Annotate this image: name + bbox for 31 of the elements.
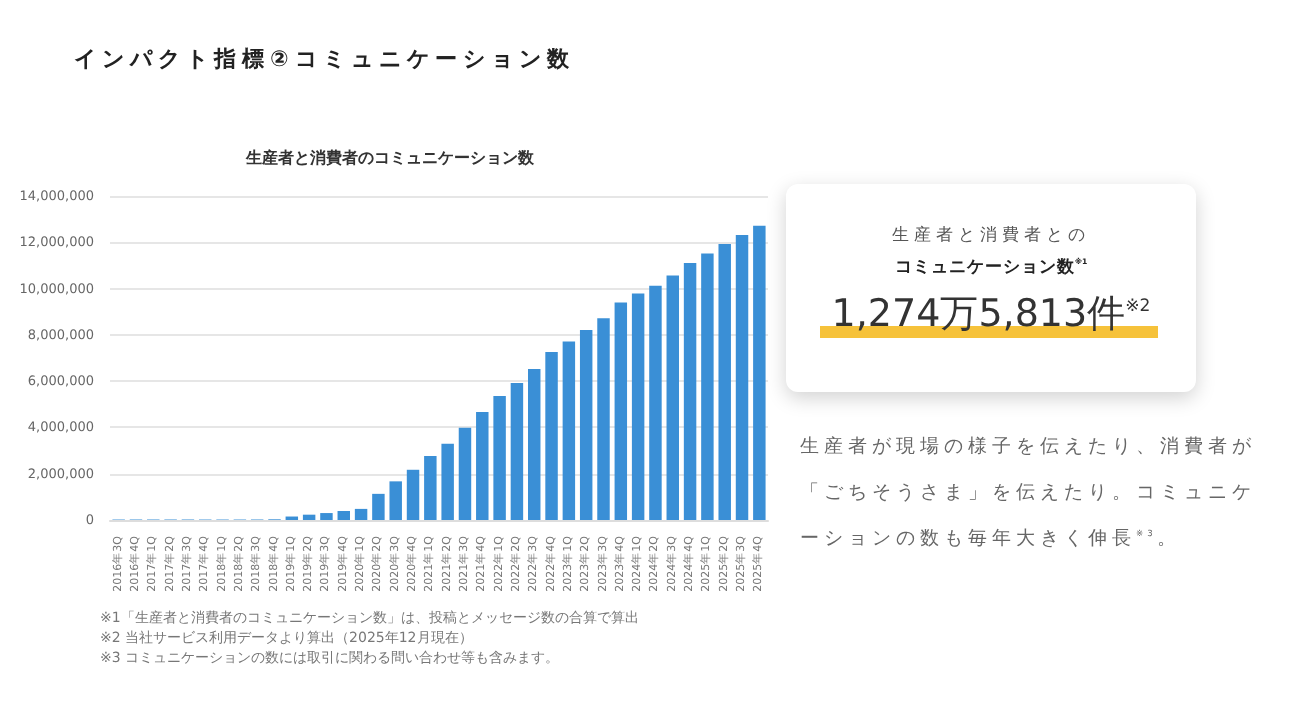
bar bbox=[510, 382, 524, 520]
bar bbox=[562, 341, 576, 520]
bar bbox=[337, 510, 350, 520]
bar bbox=[649, 285, 662, 520]
bar bbox=[631, 293, 645, 520]
bar bbox=[597, 318, 610, 520]
bar bbox=[683, 263, 697, 520]
text: インパクト指標②コミュニケーション数 bbox=[74, 44, 575, 74]
bar bbox=[389, 481, 402, 520]
bar bbox=[320, 513, 333, 520]
bar bbox=[354, 508, 368, 520]
bar bbox=[614, 302, 628, 520]
text: 1,274万5,813件$^{※2}$ bbox=[831, 290, 1151, 340]
bar bbox=[372, 493, 385, 520]
text: 生産者と消費者との bbox=[890, 224, 1092, 248]
bar bbox=[579, 330, 593, 520]
bar bbox=[476, 411, 489, 520]
bar bbox=[545, 351, 558, 520]
bar bbox=[406, 469, 420, 520]
bar bbox=[701, 253, 714, 520]
bar bbox=[458, 427, 472, 520]
bar bbox=[718, 243, 731, 520]
chart-title: 生産者と消費者のコミュニケーション数 bbox=[244, 147, 536, 167]
bar bbox=[424, 455, 437, 520]
bar bbox=[753, 225, 766, 520]
bar bbox=[302, 514, 316, 520]
bar bbox=[493, 395, 506, 520]
bar bbox=[735, 234, 749, 520]
bar bbox=[528, 369, 541, 520]
bar bbox=[441, 443, 454, 520]
bar bbox=[666, 275, 679, 520]
